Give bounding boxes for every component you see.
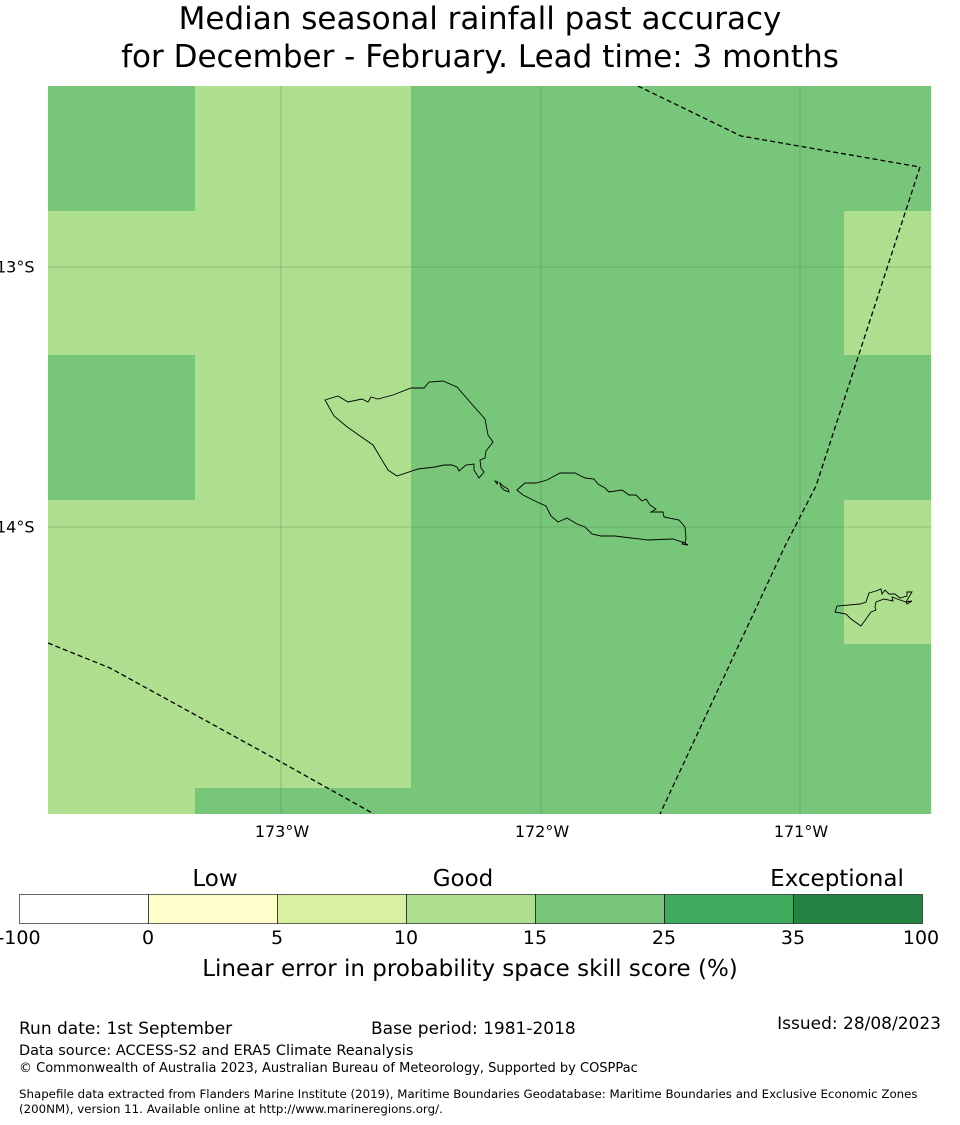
run-date: Run date: 1st September: [19, 1019, 233, 1039]
title-line-1: Median seasonal rainfall past accuracy: [178, 1, 782, 37]
base-period: Base period: 1981-2018: [371, 1019, 576, 1039]
cell-light: [48, 211, 195, 355]
cell-light: [844, 211, 931, 355]
shapefile-credit-2: (200NM), version 11. Available online at…: [19, 1102, 443, 1116]
maritime-boundaries: [48, 86, 921, 814]
island-manono: [499, 481, 510, 493]
cell-light: [48, 500, 195, 814]
island-upolu: [516, 472, 687, 544]
colorbar-segment: [406, 894, 536, 924]
y-tick-13s: 13°S: [0, 257, 35, 277]
colorbar-tick: 35: [780, 927, 806, 949]
colorbar-tick: 15: [522, 927, 548, 949]
colorbar-segment: [148, 894, 278, 924]
colorbar-segment: [277, 894, 407, 924]
title-line-2: for December - February. Lead time: 3 mo…: [121, 39, 839, 75]
x-tick-171w: 171°W: [773, 822, 829, 841]
colorbar-tick: 100: [902, 927, 940, 949]
eez-boundary-east: [659, 166, 921, 814]
eez-boundary-north: [637, 86, 921, 168]
skill-grid-cells: [48, 86, 931, 814]
skill-map: [48, 86, 931, 814]
graticule: [48, 86, 931, 814]
colorbar-label: Linear error in probability space skill …: [202, 956, 738, 982]
colorbar-segment: [793, 894, 923, 924]
cell-light: [844, 500, 931, 644]
colorbar-segment: [19, 894, 149, 924]
island-apolima: [493, 480, 499, 485]
eez-boundary-southwest: [48, 642, 375, 814]
island-savaii: [324, 380, 494, 479]
map-title: Median seasonal rainfall past accuracy f…: [0, 0, 960, 76]
island-tutuila: [834, 588, 913, 627]
category-low: Low: [192, 866, 238, 892]
data-source: Data source: ACCESS-S2 and ERA5 Climate …: [19, 1043, 414, 1059]
copyright: © Commonwealth of Australia 2023, Austra…: [19, 1061, 638, 1076]
x-tick-173w: 173°W: [254, 822, 310, 841]
colorbar-segment: [664, 894, 794, 924]
colorbar-tick: -100: [0, 927, 41, 949]
category-exceptional: Exceptional: [770, 866, 904, 892]
cell-light: [195, 86, 411, 788]
x-tick-172w: 172°W: [514, 822, 570, 841]
issued-date: Issued: 28/08/2023: [777, 1014, 941, 1034]
colorbar-tick: 25: [651, 927, 677, 949]
colorbar-tick: 5: [270, 927, 284, 949]
colorbar-segment: [535, 894, 665, 924]
colorbar: [19, 894, 923, 924]
y-tick-14s: 14°S: [0, 517, 35, 537]
colorbar-tick: 0: [141, 927, 155, 949]
colorbar-tick: 10: [393, 927, 419, 949]
islet-aunuu: [905, 600, 913, 605]
category-good: Good: [432, 866, 494, 892]
islands: [324, 380, 913, 627]
islet-east: [681, 541, 689, 546]
shapefile-credit-1: Shapefile data extracted from Flanders M…: [19, 1087, 918, 1101]
